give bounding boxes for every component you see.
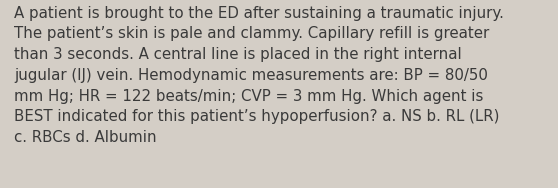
Text: A patient is brought to the ED after sustaining a traumatic injury.
The patient’: A patient is brought to the ED after sus…: [14, 6, 504, 145]
